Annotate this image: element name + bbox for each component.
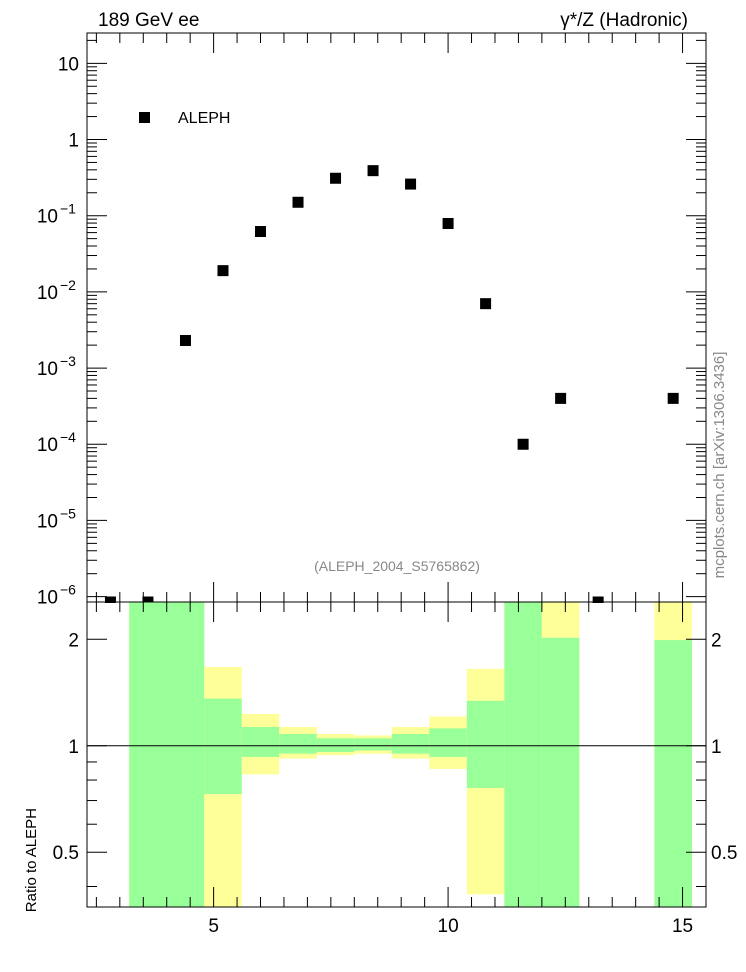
main-axis-ticks <box>87 33 707 602</box>
data-point <box>405 178 417 190</box>
ratio-y-tick-label-right: 2 <box>711 630 722 651</box>
ratio-band-inner <box>466 700 505 788</box>
y-tick-label-exponent: −4 <box>60 429 76 445</box>
ratio-band-inner <box>279 733 317 754</box>
y-tick-label: 10 <box>37 359 58 380</box>
x-tick-label: 10 <box>438 916 459 937</box>
ratio-band-inner <box>129 602 205 907</box>
legend-marker <box>139 112 150 123</box>
x-tick-label: 15 <box>672 916 693 937</box>
legend: ALEPH <box>139 110 230 127</box>
ratio-axis-ticks <box>87 602 707 907</box>
y-tick-label: 10 <box>58 54 79 75</box>
main-data-points <box>87 165 706 609</box>
ratio-y-tick-labels: 0.5 0.5 1 1 2 2 <box>53 630 738 864</box>
data-point <box>292 196 304 208</box>
header-right: γ*/Z (Hadronic) <box>560 10 688 31</box>
y-tick-label: 10 <box>37 283 58 304</box>
y-tick-label-exponent: −5 <box>60 505 76 521</box>
ratio-y-tick-label-left: 2 <box>68 630 79 651</box>
ratio-plot-frame <box>86 601 707 908</box>
ratio-y-tick-label-left: 0.5 <box>53 843 79 864</box>
data-point <box>217 265 229 277</box>
analysis-tag: (ALEPH_2004_S5765862) <box>314 558 480 574</box>
header-left: 189 GeV ee <box>98 10 199 31</box>
ratio-band-inner <box>354 738 392 751</box>
data-point <box>255 226 267 238</box>
ratio-band-inner <box>504 602 542 907</box>
data-point <box>442 217 454 229</box>
data-point <box>517 438 529 450</box>
y-tick-label-exponent: −3 <box>60 353 76 369</box>
side-credit-label: mcplots.cern.ch [arXiv:1306.3436] <box>711 352 728 579</box>
y-tick-label-exponent: −2 <box>60 277 76 293</box>
y-tick-label: 10 <box>37 207 58 228</box>
ratio-band-inner <box>316 738 355 753</box>
point-overflow-mask <box>87 603 706 609</box>
y-tick-label: 10 <box>37 435 58 456</box>
ratio-axis-title: Ratio to ALEPH <box>23 808 40 912</box>
ratio-band-inner <box>654 640 692 907</box>
ratio-band-inner <box>204 698 242 795</box>
ratio-band-inner <box>429 728 467 757</box>
ratio-band-inner <box>541 637 580 907</box>
data-point <box>367 165 379 177</box>
y-tick-label: 10 <box>37 588 58 609</box>
ratio-uncertainty-bands <box>129 602 692 907</box>
x-tick-label: 5 <box>208 916 219 937</box>
data-point <box>555 392 567 404</box>
data-point <box>667 392 679 404</box>
data-point <box>179 335 191 347</box>
y-tick-label-exponent: −6 <box>60 582 76 598</box>
ratio-x-tick-labels: 5 10 15 <box>208 916 693 937</box>
ratio-y-tick-label-left: 1 <box>68 737 79 758</box>
ratio-band-inner <box>241 726 280 757</box>
data-point <box>330 172 342 184</box>
ratio-y-tick-label-right: 0.5 <box>711 843 737 864</box>
data-point <box>480 298 492 310</box>
y-tick-label-exponent: −1 <box>60 201 76 217</box>
ratio-band-inner <box>391 733 430 754</box>
ratio-y-tick-label-right: 1 <box>711 737 722 758</box>
y-tick-label: 10 <box>37 511 58 532</box>
y-tick-label: 1 <box>68 131 79 152</box>
legend-label: ALEPH <box>178 110 230 127</box>
